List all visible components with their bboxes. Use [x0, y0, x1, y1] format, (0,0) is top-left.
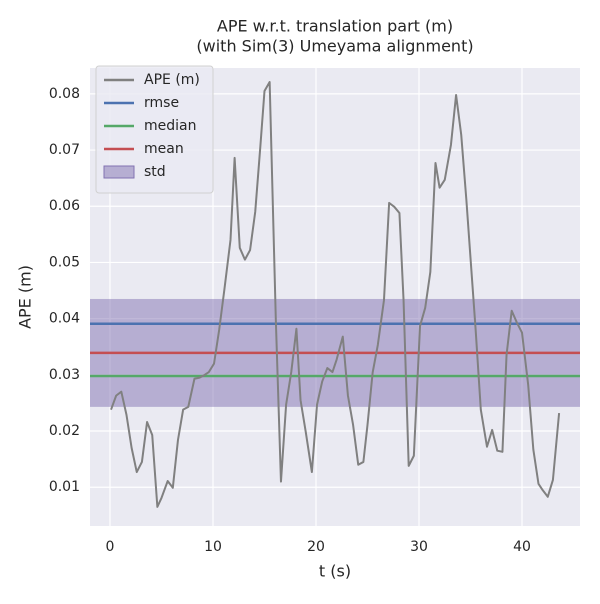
y-axis-label: APE (m) — [16, 265, 35, 329]
marks — [90, 81, 580, 508]
y-tick-label: 0.04 — [49, 311, 80, 327]
y-tick-label: 0.08 — [49, 86, 80, 102]
legend-label: median — [144, 118, 196, 134]
x-tick-label: 10 — [204, 539, 222, 555]
ape-line — [110, 81, 561, 508]
chart-subtitle: (with Sim(3) Umeyama alignment) — [196, 37, 473, 56]
legend-label: mean — [144, 141, 184, 157]
x-tick-label: 40 — [513, 539, 531, 555]
y-tick-label: 0.02 — [49, 423, 80, 439]
chart-title: APE w.r.t. translation part (m) — [217, 17, 453, 36]
y-tick-label: 0.05 — [49, 254, 80, 270]
y-tick-label: 0.07 — [49, 142, 80, 158]
x-axis-label: t (s) — [319, 562, 351, 581]
y-tick-label: 0.03 — [49, 367, 80, 383]
legend-box — [95, 65, 214, 194]
x-tick-label: 20 — [307, 539, 325, 555]
x-tick-label: 30 — [410, 539, 428, 555]
x-tick-label: 0 — [106, 539, 115, 555]
y-tick-label: 0.01 — [49, 479, 80, 495]
legend-swatch — [103, 165, 135, 179]
legend: APE (m) rmse median mean std — [95, 65, 214, 194]
legend-label: APE (m) — [144, 72, 200, 88]
legend-label: rmse — [144, 95, 179, 111]
legend-label: std — [144, 164, 166, 180]
y-tick-label: 0.06 — [49, 198, 80, 214]
